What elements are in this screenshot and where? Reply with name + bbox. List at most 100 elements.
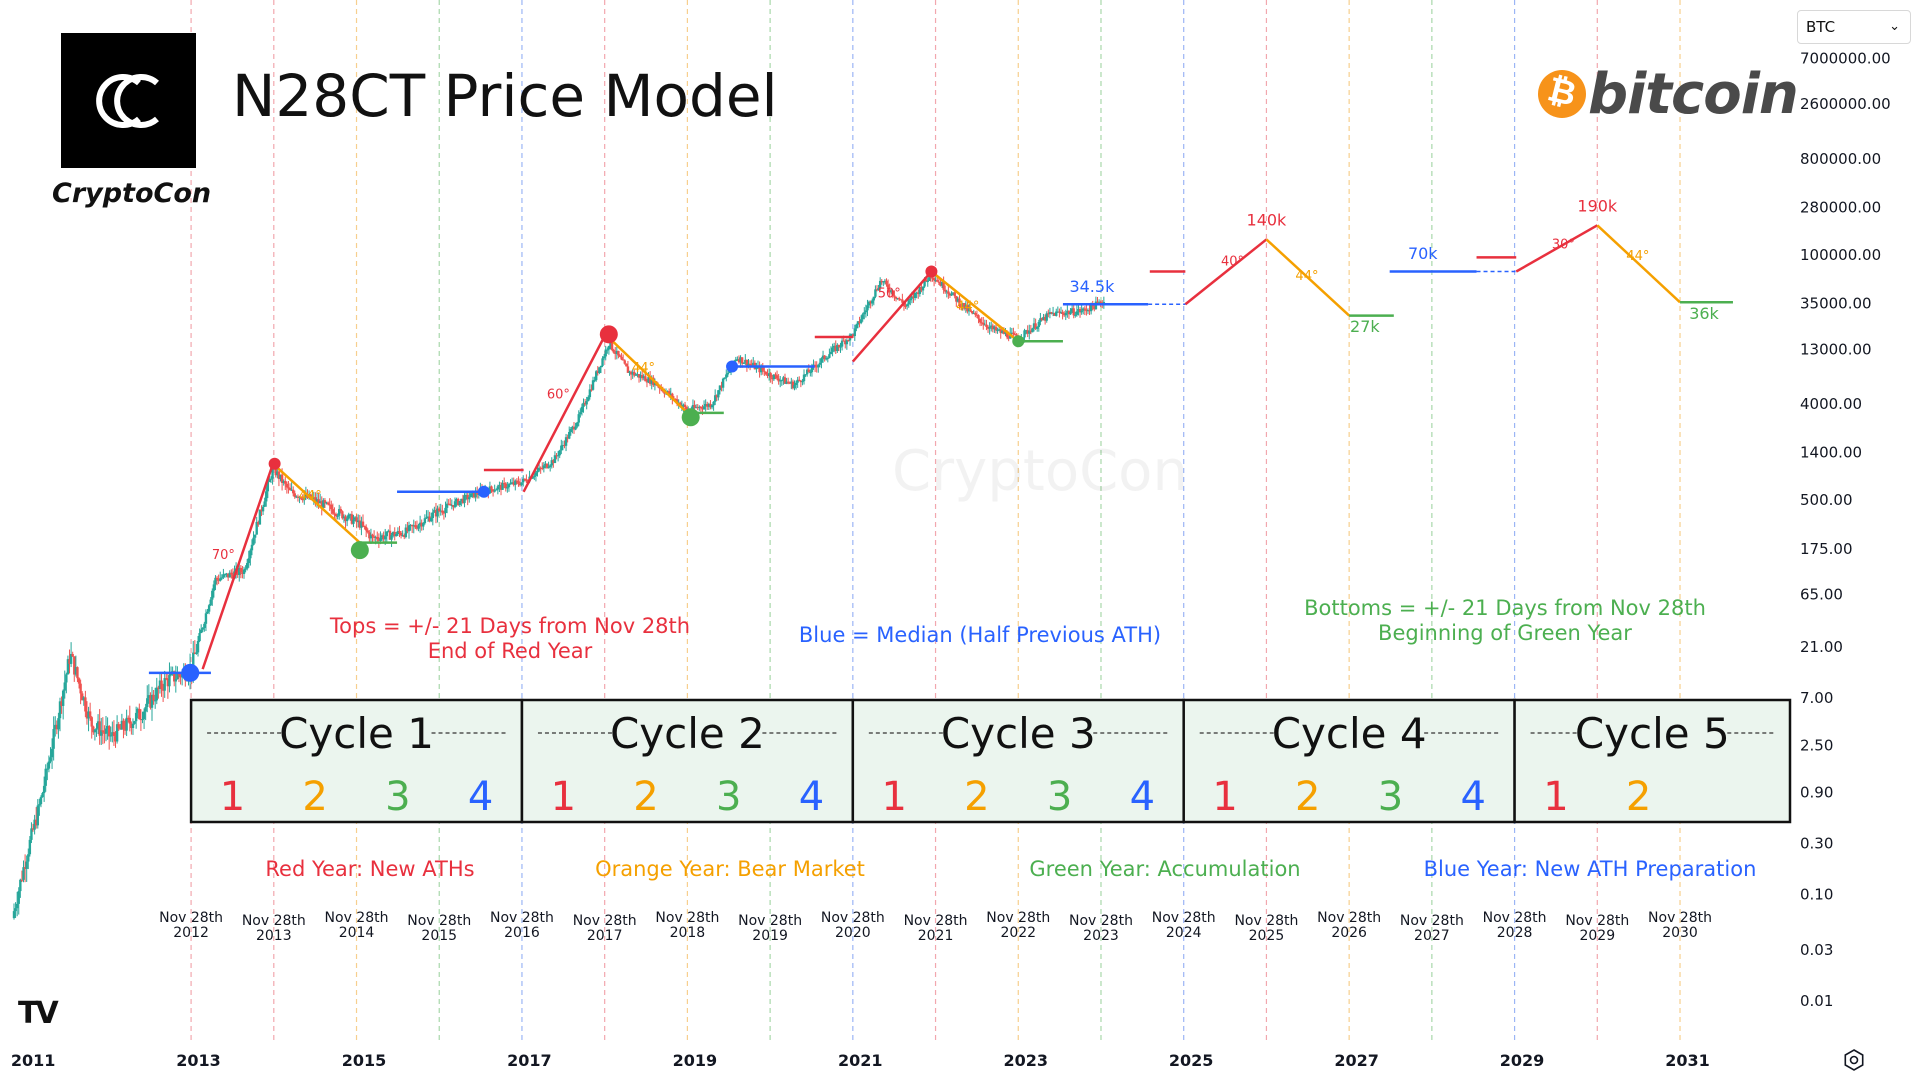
candle xyxy=(25,861,28,869)
cycle-box xyxy=(189,698,524,824)
candle xyxy=(1086,310,1090,312)
candle xyxy=(330,504,333,510)
candle xyxy=(918,286,922,295)
candle xyxy=(972,313,975,315)
candle xyxy=(106,726,109,729)
nov28-year-label: 2029 xyxy=(1579,928,1615,944)
candle xyxy=(693,405,696,408)
candle xyxy=(647,376,650,383)
candle xyxy=(445,503,449,508)
candle xyxy=(404,527,408,538)
candle xyxy=(569,429,573,432)
candle xyxy=(385,531,388,537)
candle xyxy=(634,374,638,376)
candle xyxy=(433,510,436,513)
candle xyxy=(363,525,366,527)
candle xyxy=(353,517,357,520)
candle xyxy=(826,357,830,359)
candle xyxy=(201,627,204,630)
candle xyxy=(936,280,939,282)
candle xyxy=(823,355,826,360)
candle xyxy=(410,524,414,527)
candle xyxy=(1012,332,1015,335)
price-axis-label: 65.00 xyxy=(1800,586,1843,604)
candle xyxy=(318,501,322,504)
model-marker-blue[interactable] xyxy=(726,360,739,373)
candle xyxy=(894,296,898,299)
model-marker-green[interactable] xyxy=(350,541,369,560)
candle xyxy=(456,499,460,505)
candle xyxy=(752,362,755,366)
candle xyxy=(123,729,127,731)
cycle-year-number: 1 xyxy=(881,774,906,820)
candle xyxy=(49,757,52,762)
candle xyxy=(1013,334,1017,336)
candle xyxy=(250,544,254,551)
model-marker-red[interactable] xyxy=(599,325,618,344)
candle xyxy=(258,509,262,525)
candle xyxy=(325,502,328,504)
candle xyxy=(944,289,947,292)
model-segment-red xyxy=(851,270,933,363)
candle xyxy=(937,281,941,283)
candle xyxy=(199,629,203,634)
time-axis-label: 2021 xyxy=(838,1051,883,1070)
candle xyxy=(295,496,298,498)
candle xyxy=(287,487,290,489)
candle xyxy=(885,280,888,285)
candle xyxy=(758,365,761,373)
candle xyxy=(931,277,934,279)
model-marker-red[interactable] xyxy=(268,457,281,470)
candle xyxy=(15,903,19,909)
candle xyxy=(685,407,688,411)
candle xyxy=(958,298,961,307)
model-marker-blue[interactable] xyxy=(181,663,200,682)
candle xyxy=(507,484,511,488)
price-axis-label: 2.50 xyxy=(1800,736,1833,754)
candle xyxy=(945,291,948,293)
model-marker-green[interactable] xyxy=(681,408,700,427)
candle xyxy=(515,480,519,482)
candles xyxy=(12,274,1106,920)
candle xyxy=(623,360,626,364)
candle xyxy=(682,404,685,407)
candle xyxy=(548,465,552,467)
candle xyxy=(642,376,645,379)
candle xyxy=(88,711,92,718)
candle xyxy=(563,445,566,447)
model-marker-blue[interactable] xyxy=(477,485,490,498)
gear-icon[interactable] xyxy=(1843,1049,1865,1071)
candle xyxy=(639,375,642,378)
candle xyxy=(869,301,872,304)
model-marker-red[interactable] xyxy=(925,265,938,278)
candle xyxy=(905,304,909,307)
candle xyxy=(1066,311,1069,313)
candle xyxy=(352,519,355,524)
candle xyxy=(1028,330,1031,334)
cycle-title: Cycle 4 xyxy=(1272,709,1427,758)
candle xyxy=(982,322,985,325)
candle xyxy=(452,505,455,508)
green-year-note: Green Year: Accumulation xyxy=(1029,857,1301,881)
candle xyxy=(610,341,614,350)
candle xyxy=(420,522,423,527)
nov28-year-label: 2020 xyxy=(835,925,871,941)
candle xyxy=(821,355,825,359)
symbol-selector[interactable]: BTC ⌄ xyxy=(1797,10,1911,44)
candle xyxy=(380,535,384,538)
candle xyxy=(920,286,923,291)
candle xyxy=(282,480,285,483)
candle xyxy=(496,486,500,490)
tradingview-logo-icon[interactable]: TV xyxy=(18,996,59,1031)
candle xyxy=(961,303,964,307)
red-year-note: Red Year: New ATHs xyxy=(265,857,475,881)
candle xyxy=(453,501,457,508)
candle xyxy=(1055,311,1058,316)
cycle-box xyxy=(1182,698,1516,824)
model-marker-green[interactable] xyxy=(1012,335,1025,348)
candle xyxy=(648,376,652,384)
cycle-year-number: 4 xyxy=(1130,774,1155,820)
candle xyxy=(545,463,549,468)
